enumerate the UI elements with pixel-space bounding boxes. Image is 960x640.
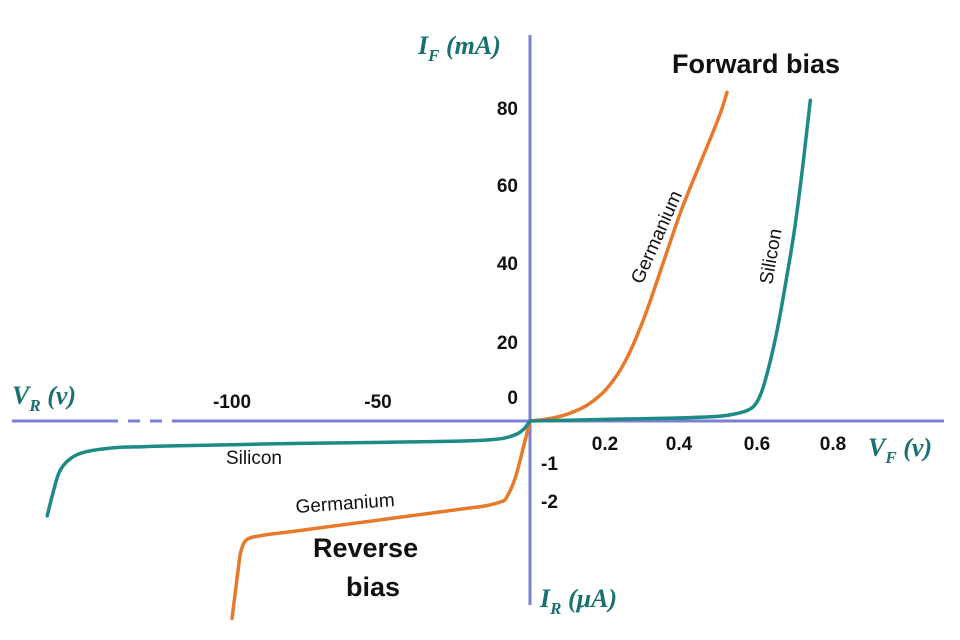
x-forward-axis-title: VF (v) <box>868 433 932 467</box>
y-tick-label: 20 <box>497 333 518 354</box>
silicon-reverse-label: Silicon <box>226 448 282 469</box>
y-tick-label: 0 <box>507 388 518 409</box>
germanium-forward-label: Germanium <box>627 188 687 287</box>
germanium-reverse-label: Germanium <box>295 490 395 518</box>
x-tick-label: 0.8 <box>820 434 846 455</box>
x-tick-label: 0.4 <box>666 434 693 455</box>
y-reverse-axis-title: IR (μA) <box>539 584 617 618</box>
x-tick-label: 0.2 <box>592 434 618 455</box>
x-reverse-axis-title: VR (v) <box>12 381 76 415</box>
y-tick-label: 40 <box>497 254 518 275</box>
x-tick-label: 0.6 <box>744 434 770 455</box>
forward-bias-label: Forward bias <box>672 49 840 79</box>
curve-break <box>119 428 171 442</box>
y-tick-label: 80 <box>497 99 518 120</box>
silicon-forward-curve <box>528 98 813 423</box>
y-tick-label: 60 <box>497 176 518 197</box>
x-reverse-tick-label: -50 <box>364 392 391 413</box>
silicon-forward-label: Silicon <box>756 227 786 286</box>
germanium-forward-curve <box>528 90 729 423</box>
x-reverse-tick-label: -100 <box>213 392 251 413</box>
y-reverse-tick-label: -2 <box>541 492 558 513</box>
y-reverse-tick-label: -1 <box>541 454 558 475</box>
germanium-reverse-curve <box>230 419 532 621</box>
reverse-bias-label-line1: Reverse <box>313 533 418 563</box>
y-forward-axis-title: IF (mA) <box>417 31 501 65</box>
reverse-bias-label-line2: bias <box>346 572 400 602</box>
silicon-reverse-curve <box>45 419 532 518</box>
